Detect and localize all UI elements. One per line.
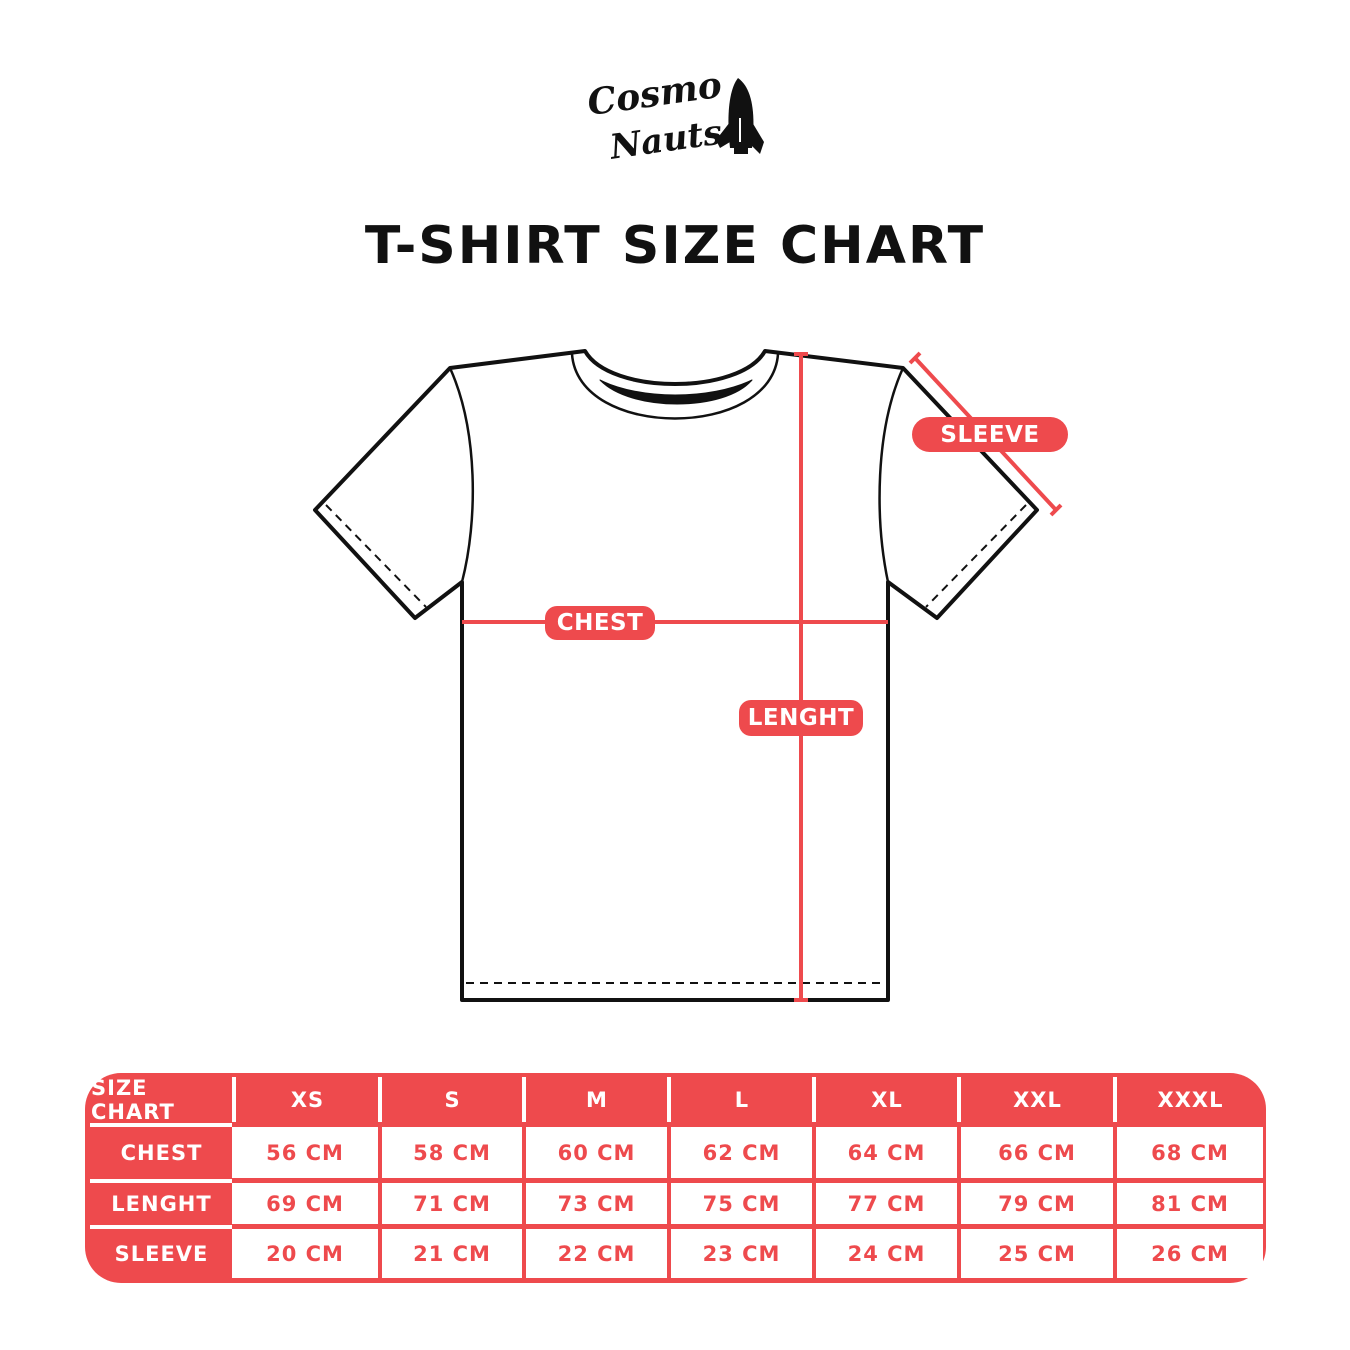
table-cell: 58 CM (382, 1127, 522, 1178)
table-cell: 68 CM (1117, 1127, 1263, 1178)
size-header: XS (290, 1087, 325, 1112)
table-cell: 71 CM (382, 1183, 522, 1224)
table-cell: 56 CM (232, 1127, 378, 1178)
sleeve-label: SLEEVE (912, 417, 1068, 452)
page-title: T-SHIRT SIZE CHART (364, 216, 986, 276)
table-cell: 24 CM (816, 1229, 957, 1278)
column-divider (957, 1077, 961, 1122)
table-cell: 69 CM (232, 1183, 378, 1224)
size-header: XL (871, 1087, 903, 1112)
size-table: SIZE CHART XS S M L XL XXL XXXL CHEST 56 CM 58 CM 6… (85, 1073, 1266, 1283)
row-divider (90, 1123, 232, 1127)
corner-label: SIZE CHART (91, 1075, 175, 1124)
table-cell: 20 CM (232, 1229, 378, 1278)
table-cell: 25 CM (961, 1229, 1113, 1278)
table-cell: 79 CM (961, 1183, 1113, 1224)
row-divider (90, 1225, 232, 1229)
size-header: XXL (1013, 1087, 1062, 1112)
size-header: L (734, 1087, 750, 1112)
table-cell: 62 CM (671, 1127, 812, 1178)
table-cell: 23 CM (671, 1229, 812, 1278)
table-cell: 81 CM (1117, 1183, 1263, 1224)
table-cell: 77 CM (816, 1183, 957, 1224)
table-cell: 64 CM (816, 1127, 957, 1178)
table-cell: 21 CM (382, 1229, 522, 1278)
column-divider (232, 1077, 236, 1122)
svg-text:Nauts: Nauts (607, 112, 725, 167)
size-header: XXXL (1157, 1087, 1224, 1112)
row-label: LENGHT (111, 1191, 212, 1216)
column-divider (1113, 1077, 1117, 1122)
table-cell: 73 CM (526, 1183, 667, 1224)
table-cell: 66 CM (961, 1127, 1113, 1178)
column-divider (522, 1077, 526, 1122)
row-divider (90, 1179, 232, 1183)
table-cell: 22 CM (526, 1229, 667, 1278)
chest-label: CHEST (545, 606, 655, 640)
column-divider (378, 1077, 382, 1122)
size-header: M (586, 1087, 608, 1112)
table-cell: 60 CM (526, 1127, 667, 1178)
row-label: CHEST (120, 1140, 203, 1165)
column-divider (667, 1077, 671, 1122)
brand-logo: Cosmo Nauts (580, 62, 780, 172)
length-label: LENGHT (739, 700, 863, 736)
rocket-icon (716, 78, 764, 154)
column-divider (812, 1077, 816, 1122)
row-label: SLEEVE (114, 1241, 209, 1266)
size-header: S (444, 1087, 461, 1112)
table-cell: 26 CM (1117, 1229, 1263, 1278)
table-cell: 75 CM (671, 1183, 812, 1224)
collar-band (599, 379, 753, 405)
